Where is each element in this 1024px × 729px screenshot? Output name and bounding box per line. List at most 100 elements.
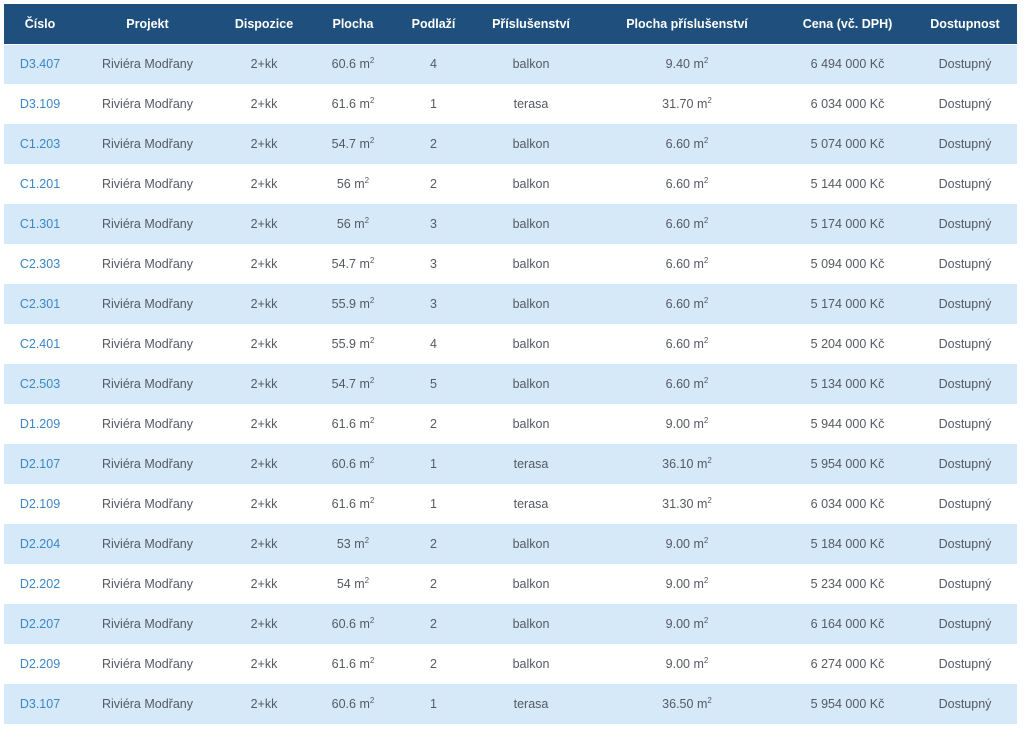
area-unit: m	[693, 657, 704, 671]
table-row[interactable]: D2.207 Riviéra Modřany 2+kk 60.6 m2 2 balkon 9…	[4, 604, 1017, 644]
apartment-link[interactable]: C1.301	[19, 217, 61, 231]
table-row[interactable]: C2.401 Riviéra Modřany 2+kk 55.9 m2 4 balkon 6…	[4, 324, 1017, 364]
cell-plocha-prislusenstvi: 31.30 m2	[592, 484, 782, 524]
apartment-link[interactable]: C1.201	[19, 177, 61, 191]
area-unit-exponent: 2	[703, 536, 709, 545]
cell-cena: 5 234 000 Kč	[810, 577, 885, 591]
cell-plocha-value: 54	[336, 577, 351, 591]
table-row[interactable]: D2.202 Riviéra Modřany 2+kk 54 m2 2 balkon 9.0…	[4, 564, 1017, 604]
apartment-link[interactable]: D3.107	[19, 697, 61, 711]
apartment-link[interactable]: D1.209	[19, 417, 61, 431]
cell-plocha: 54 m2	[309, 564, 397, 604]
apartment-link[interactable]: C2.301	[19, 297, 61, 311]
apartment-link[interactable]: D3.407	[19, 57, 61, 72]
table-row[interactable]: C2.301 Riviéra Modřany 2+kk 55.9 m2 3 balkon 6…	[4, 284, 1017, 324]
table-row[interactable]: C2.303 Riviéra Modřany 2+kk 54.7 m2 3 balkon 6…	[4, 244, 1017, 284]
cell-podlazi: 4	[430, 57, 437, 72]
header-podlazi[interactable]: Podlaží	[397, 4, 470, 45]
cell-dispozice: 2+kk	[250, 497, 278, 511]
cell-cislo: C1.301	[4, 204, 76, 244]
area-unit-exponent: 2	[369, 136, 375, 145]
area-unit: m	[693, 257, 704, 271]
cell-cena: 5 944 000 Kč	[810, 417, 885, 431]
cell-cena: 6 274 000 Kč	[810, 657, 885, 671]
cell-plocha-prislusenstvi-value: 6.60	[665, 257, 690, 271]
header-cena[interactable]: Cena (vč. DPH)	[782, 4, 913, 45]
table-row[interactable]: D2.109 Riviéra Modřany 2+kk 61.6 m2 1 terasa 3…	[4, 484, 1017, 524]
cell-dispozice: 2+kk	[250, 337, 278, 351]
cell-plocha-prislusenstvi-value: 9.00	[665, 577, 690, 591]
cell-podlazi: 2	[430, 177, 437, 191]
table-row[interactable]: D1.209 Riviéra Modřany 2+kk 61.6 m2 2 balkon 9…	[4, 404, 1017, 444]
cell-plocha-prislusenstvi-value: 9.40	[665, 57, 690, 72]
area-unit-exponent: 2	[369, 616, 375, 625]
cell-prislusenstvi: balkon	[512, 257, 550, 271]
cell-prislusenstvi: balkon	[512, 417, 550, 431]
header-dostupnost[interactable]: Dostupnost	[913, 4, 1017, 45]
table-row[interactable]: C1.201 Riviéra Modřany 2+kk 56 m2 2 balkon 6.6…	[4, 164, 1017, 204]
header-cislo[interactable]: Číslo	[4, 4, 76, 45]
table-row[interactable]: D3.107 Riviéra Modřany 2+kk 60.6 m2 1 terasa 3…	[4, 684, 1017, 724]
cell-plocha-prislusenstvi: 6.60 m2	[592, 124, 782, 164]
area-unit-exponent: 2	[364, 176, 370, 185]
apartment-link[interactable]: C2.503	[19, 377, 61, 391]
apartment-link[interactable]: D2.207	[19, 617, 61, 631]
area-unit-exponent: 2	[703, 56, 709, 66]
cell-podlazi: 1	[430, 497, 437, 511]
area-unit: m	[359, 297, 370, 311]
header-dispozice[interactable]: Dispozice	[219, 4, 309, 45]
cell-plocha-value: 56	[336, 217, 351, 231]
table-row[interactable]: C2.503 Riviéra Modřany 2+kk 54.7 m2 5 balkon 6…	[4, 364, 1017, 404]
apartment-link[interactable]: C1.203	[19, 137, 61, 151]
table-row[interactable]: C1.203 Riviéra Modřany 2+kk 54.7 m2 2 balkon 6…	[4, 124, 1017, 164]
area-unit: m	[359, 417, 370, 431]
area-unit: m	[693, 137, 704, 151]
cell-cislo: D2.209	[4, 644, 76, 684]
cell-plocha-prislusenstvi-value: 9.00	[665, 617, 690, 631]
apartment-link[interactable]: D2.109	[19, 497, 61, 511]
cell-dostupnost: Dostupný	[938, 57, 992, 72]
table-row[interactable]: D3.109 Riviéra Modřany 2+kk 61.6 m2 1 terasa 3…	[4, 84, 1017, 124]
table-row[interactable]: D2.209 Riviéra Modřany 2+kk 61.6 m2 2 balkon 9…	[4, 644, 1017, 684]
cell-plocha-value: 60.6	[331, 697, 356, 711]
apartment-link[interactable]: D2.107	[19, 457, 61, 471]
table-row[interactable]: C1.301 Riviéra Modřany 2+kk 56 m2 3 balkon 6.6…	[4, 204, 1017, 244]
cell-projekt: Riviéra Modřany	[101, 537, 193, 551]
cell-cena: 5 074 000 Kč	[810, 137, 885, 151]
cell-projekt: Riviéra Modřany	[101, 57, 193, 72]
table-row[interactable]: D2.107 Riviéra Modřany 2+kk 60.6 m2 1 terasa 3…	[4, 444, 1017, 484]
area-unit-exponent: 2	[703, 136, 709, 145]
cell-plocha: 60.6 m2	[309, 444, 397, 484]
area-unit-exponent: 2	[369, 376, 375, 385]
cell-cislo: D2.109	[4, 484, 76, 524]
cell-plocha-prislusenstvi: 9.00 m2	[592, 524, 782, 564]
area-unit: m	[696, 497, 708, 511]
apartment-link[interactable]: C2.303	[19, 257, 61, 271]
apartment-link[interactable]: C2.401	[19, 337, 61, 351]
area-unit: m	[693, 57, 704, 72]
cell-plocha-prislusenstvi: 36.10 m2	[592, 444, 782, 484]
apartment-link[interactable]: D2.202	[19, 577, 61, 591]
cell-cena: 6 164 000 Kč	[810, 617, 885, 631]
header-plocha-prislusenstvi[interactable]: Plocha příslušenství	[592, 4, 782, 45]
apartment-link[interactable]: D2.209	[19, 657, 61, 671]
cell-dispozice: 2+kk	[250, 217, 278, 231]
area-unit-exponent: 2	[703, 256, 709, 265]
cell-plocha-prislusenstvi: 9.00 m2	[592, 404, 782, 444]
cell-cislo: D2.204	[4, 524, 76, 564]
cell-projekt: Riviéra Modřany	[101, 297, 193, 311]
cell-dostupnost: Dostupný	[938, 657, 992, 671]
header-prislusenstvi[interactable]: Příslušenství	[470, 4, 592, 45]
area-unit-exponent: 2	[707, 456, 712, 465]
apartment-link[interactable]: D3.109	[19, 97, 61, 111]
table-row[interactable]: D3.407 Riviéra Modřany 2+kk 60.6 m2 4 balkon 9…	[4, 44, 1017, 84]
header-projekt[interactable]: Projekt	[76, 4, 219, 45]
cell-cena: 5 144 000 Kč	[810, 177, 885, 191]
table-row[interactable]: D2.204 Riviéra Modřany 2+kk 53 m2 2 balkon 9.0…	[4, 524, 1017, 564]
cell-projekt: Riviéra Modřany	[101, 417, 193, 431]
header-plocha[interactable]: Plocha	[309, 4, 397, 45]
apartment-link[interactable]: D2.204	[19, 537, 61, 551]
cell-dispozice: 2+kk	[250, 537, 278, 551]
area-unit: m	[693, 377, 704, 391]
area-unit-exponent: 2	[703, 176, 709, 185]
